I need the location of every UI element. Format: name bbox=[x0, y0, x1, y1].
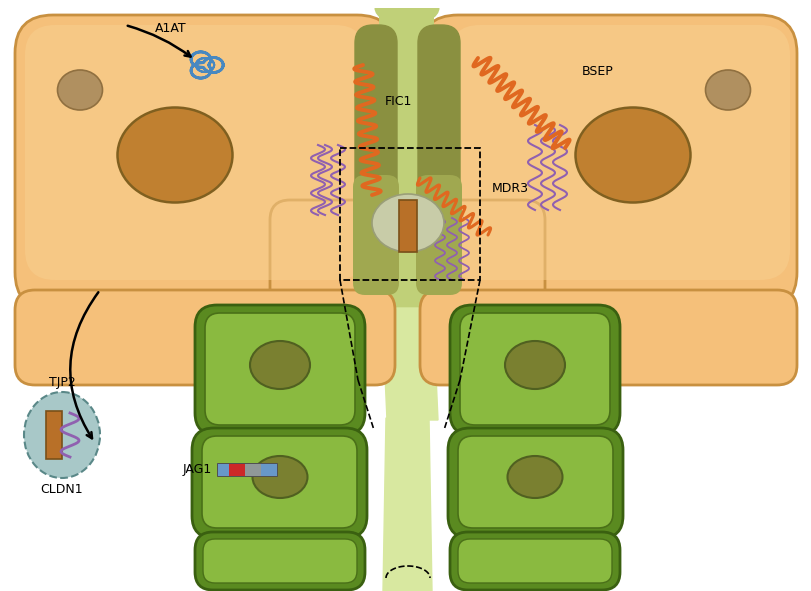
Bar bbox=[229, 463, 245, 476]
Ellipse shape bbox=[374, 0, 439, 25]
FancyBboxPatch shape bbox=[15, 15, 394, 310]
Polygon shape bbox=[375, 260, 444, 310]
FancyBboxPatch shape bbox=[448, 428, 622, 538]
FancyBboxPatch shape bbox=[457, 436, 612, 528]
Polygon shape bbox=[381, 308, 437, 420]
Text: JAG1: JAG1 bbox=[182, 463, 212, 476]
Text: TJP2: TJP2 bbox=[49, 376, 75, 389]
FancyBboxPatch shape bbox=[191, 428, 367, 538]
Ellipse shape bbox=[575, 108, 689, 203]
FancyBboxPatch shape bbox=[25, 25, 365, 280]
FancyBboxPatch shape bbox=[195, 305, 365, 435]
FancyBboxPatch shape bbox=[15, 290, 394, 385]
FancyBboxPatch shape bbox=[419, 200, 544, 320]
Ellipse shape bbox=[58, 70, 102, 110]
FancyBboxPatch shape bbox=[195, 532, 365, 590]
Bar bbox=[217, 463, 229, 476]
Ellipse shape bbox=[504, 341, 564, 389]
Ellipse shape bbox=[250, 341, 310, 389]
Bar bbox=[379, 8, 434, 268]
FancyBboxPatch shape bbox=[457, 539, 611, 583]
Bar bbox=[46, 411, 62, 459]
FancyBboxPatch shape bbox=[418, 25, 460, 285]
FancyBboxPatch shape bbox=[204, 313, 354, 425]
FancyBboxPatch shape bbox=[419, 290, 796, 385]
Text: FIC1: FIC1 bbox=[384, 95, 412, 108]
FancyBboxPatch shape bbox=[203, 539, 357, 583]
FancyBboxPatch shape bbox=[353, 175, 398, 295]
FancyBboxPatch shape bbox=[415, 175, 461, 295]
Ellipse shape bbox=[252, 456, 307, 498]
Bar bbox=[398, 200, 417, 252]
Bar bbox=[245, 463, 260, 476]
FancyBboxPatch shape bbox=[460, 313, 609, 425]
FancyBboxPatch shape bbox=[270, 200, 394, 320]
Polygon shape bbox=[383, 418, 431, 591]
Bar bbox=[369, 0, 444, 8]
Ellipse shape bbox=[371, 194, 444, 252]
Text: MDR3: MDR3 bbox=[491, 182, 528, 195]
Bar bbox=[260, 463, 277, 476]
Ellipse shape bbox=[507, 456, 562, 498]
Bar bbox=[217, 463, 277, 476]
Text: CLDN1: CLDN1 bbox=[41, 483, 84, 496]
Ellipse shape bbox=[705, 70, 749, 110]
Ellipse shape bbox=[118, 108, 232, 203]
FancyBboxPatch shape bbox=[202, 436, 357, 528]
FancyBboxPatch shape bbox=[419, 15, 796, 310]
Ellipse shape bbox=[24, 392, 100, 478]
FancyBboxPatch shape bbox=[449, 305, 620, 435]
Text: BSEP: BSEP bbox=[581, 65, 613, 78]
FancyBboxPatch shape bbox=[449, 25, 789, 280]
FancyBboxPatch shape bbox=[449, 532, 620, 590]
Text: A1AT: A1AT bbox=[155, 22, 187, 35]
FancyBboxPatch shape bbox=[354, 25, 397, 285]
